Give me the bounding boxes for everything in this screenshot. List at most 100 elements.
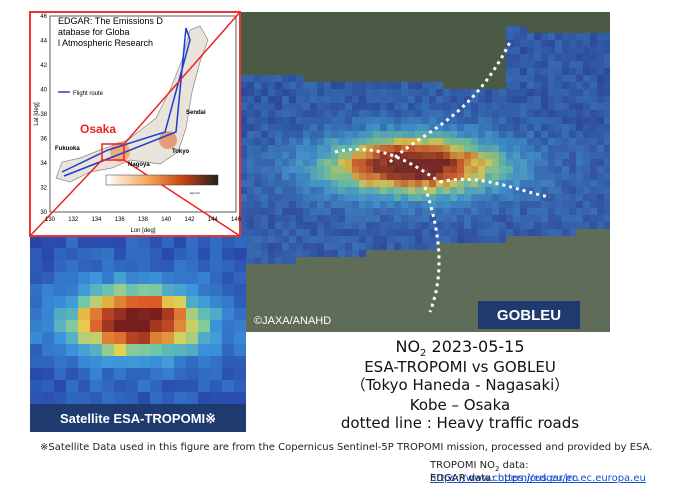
heat-cell: [604, 138, 610, 145]
heat-cell: [222, 380, 234, 392]
heat-cell: [548, 124, 555, 131]
heat-cell: [324, 124, 331, 131]
heat-cell: [289, 152, 296, 159]
heat-cell: [150, 284, 162, 296]
heat-cell: [268, 117, 275, 124]
heat-cell: [429, 243, 436, 250]
heat-cell: [275, 201, 282, 208]
heat-cell: [310, 236, 317, 243]
heat-cell: [422, 201, 429, 208]
heat-cell: [380, 138, 387, 145]
heat-cell: [443, 208, 450, 215]
heat-cell: [186, 308, 198, 320]
heat-cell: [373, 117, 380, 124]
heat-cell: [240, 110, 247, 117]
heat-cell: [597, 180, 604, 187]
heat-cell: [352, 152, 359, 159]
heat-cell: [240, 173, 247, 180]
heat-cell: [78, 392, 90, 404]
heat-cell: [126, 332, 138, 344]
heat-cell: [464, 166, 471, 173]
heat-cell: [268, 222, 275, 229]
heat-cell: [373, 180, 380, 187]
heat-cell: [102, 272, 114, 284]
y-tick-label: 44: [40, 39, 47, 45]
heat-cell: [331, 250, 338, 257]
heat-cell: [485, 236, 492, 243]
heat-cell: [90, 356, 102, 368]
heat-cell: [457, 194, 464, 201]
heat-cell: [415, 124, 422, 131]
heat-cell: [296, 194, 303, 201]
heat-cell: [42, 332, 54, 344]
heat-cell: [359, 173, 366, 180]
heat-cell: [345, 222, 352, 229]
heat-cell: [261, 96, 268, 103]
link[interactable]: https://edgar.jrc.ec.europa.eu: [497, 473, 646, 484]
legend-label: Flight route: [73, 91, 104, 97]
heat-cell: [254, 75, 261, 82]
heat-cell: [42, 248, 54, 260]
heat-cell: [42, 380, 54, 392]
heat-cell: [174, 260, 186, 272]
heat-cell: [303, 159, 310, 166]
heat-cell: [597, 131, 604, 138]
heat-cell: [492, 208, 499, 215]
heat-cell: [78, 248, 90, 260]
heat-cell: [555, 68, 562, 75]
heat-cell: [499, 236, 506, 243]
heat-cell: [590, 75, 597, 82]
zoom-line: [123, 159, 241, 237]
heat-cell: [30, 332, 42, 344]
heat-cell: [317, 180, 324, 187]
heat-cell: [373, 124, 380, 131]
heat-cell: [289, 236, 296, 243]
heat-cell: [457, 208, 464, 215]
heat-cell: [289, 257, 296, 264]
heat-cell: [78, 320, 90, 332]
heat-cell: [247, 222, 254, 229]
heat-cell: [520, 68, 527, 75]
heat-cell: [387, 236, 394, 243]
heat-cell: [162, 236, 174, 248]
link[interactable]: https://www.copernicus.eu/en: [430, 473, 579, 484]
heat-cell: [261, 103, 268, 110]
heat-cell: [541, 159, 548, 166]
heat-cell: [345, 110, 352, 117]
heat-cell: [222, 308, 234, 320]
heat-cell: [534, 68, 541, 75]
heat-cell: [254, 152, 261, 159]
heat-cell: [261, 159, 268, 166]
heat-cell: [597, 152, 604, 159]
heat-cell: [296, 208, 303, 215]
heat-cell: [443, 187, 450, 194]
heat-cell: [222, 368, 234, 380]
heat-cell: [492, 124, 499, 131]
heat-cell: [317, 96, 324, 103]
heat-cell: [324, 131, 331, 138]
heat-cell: [380, 103, 387, 110]
heat-cell: [54, 344, 66, 356]
heat-cell: [576, 180, 583, 187]
heat-cell: [366, 215, 373, 222]
heat-cell: [42, 356, 54, 368]
heat-cell: [359, 96, 366, 103]
heat-cell: [261, 250, 268, 257]
y-axis-label: Lat [deg]: [34, 102, 40, 126]
heat-cell: [268, 208, 275, 215]
heat-cell: [90, 296, 102, 308]
heat-cell: [359, 250, 366, 257]
heat-cell: [338, 201, 345, 208]
heat-cell: [394, 187, 401, 194]
heat-cell: [597, 40, 604, 47]
heat-cell: [401, 243, 408, 250]
heat-cell: [401, 82, 408, 89]
heat-cell: [555, 61, 562, 68]
heat-cell: [569, 33, 576, 40]
heat-cell: [506, 75, 513, 82]
heat-cell: [541, 229, 548, 236]
heat-cell: [296, 229, 303, 236]
heat-cell: [499, 152, 506, 159]
heat-cell: [562, 159, 569, 166]
heat-cell: [394, 117, 401, 124]
